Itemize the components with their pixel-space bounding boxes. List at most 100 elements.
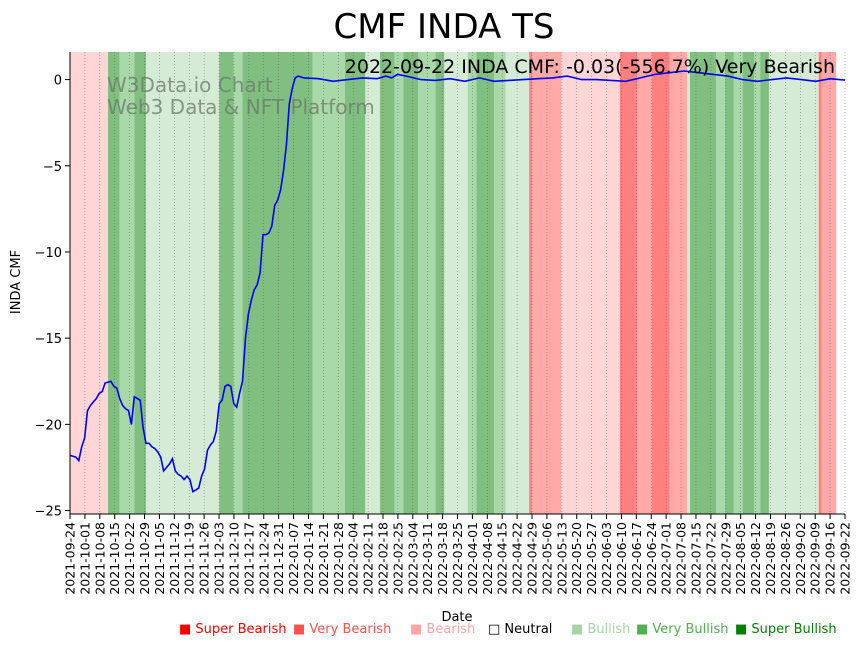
watermark-line-1: W3Data.io Chart bbox=[107, 73, 273, 97]
legend-item-4: ■ Bullish bbox=[571, 622, 630, 637]
latest-value-annotation: 2022-09-22 INDA CMF: -0.03(-556.7%) Very… bbox=[345, 56, 835, 78]
legend-item-2: ■ Bearish bbox=[410, 622, 475, 637]
legend-item-3: □ Neutral bbox=[488, 622, 552, 637]
legend-item-5: ■ Very Bullish bbox=[636, 622, 728, 637]
signal-band-4 bbox=[146, 52, 220, 514]
signal-band-18 bbox=[476, 52, 495, 514]
x-tick-label-33: 2022-05-13 bbox=[554, 522, 569, 595]
signal-band-13 bbox=[403, 52, 419, 514]
signal-band-27 bbox=[669, 52, 688, 514]
signal-band-10 bbox=[365, 52, 380, 514]
x-tick-label-3: 2021-10-15 bbox=[107, 522, 122, 595]
x-tick-label-18: 2022-01-28 bbox=[331, 522, 346, 595]
signal-band-26 bbox=[651, 52, 670, 514]
x-tick-label-10: 2021-12-03 bbox=[212, 522, 227, 595]
x-tick-label-49: 2022-09-02 bbox=[793, 522, 808, 595]
x-tick-label-23: 2022-03-04 bbox=[405, 522, 420, 595]
x-tick-label-21: 2022-02-18 bbox=[375, 522, 390, 595]
x-tick-label-6: 2021-11-05 bbox=[152, 522, 167, 595]
x-tick-label-2: 2021-10-08 bbox=[92, 522, 107, 595]
x-tick-label-19: 2022-02-04 bbox=[346, 522, 361, 595]
x-tick-label-41: 2022-07-08 bbox=[674, 522, 689, 595]
x-tick-label-36: 2022-06-03 bbox=[599, 522, 614, 595]
x-tick-label-11: 2021-12-10 bbox=[226, 522, 241, 595]
signal-band-34 bbox=[754, 52, 761, 514]
x-tick-label-27: 2022-04-01 bbox=[465, 522, 480, 595]
x-tick-label-0: 2021-09-24 bbox=[63, 522, 78, 595]
x-tick-label-35: 2022-05-27 bbox=[584, 522, 599, 595]
signal-band-32 bbox=[733, 52, 743, 514]
signal-band-6 bbox=[233, 52, 243, 514]
signal-legend: ■ Super Bearish ■ Very Bearish ■ Bearish □ … bbox=[179, 622, 837, 637]
signal-band-25 bbox=[637, 52, 652, 514]
signal-band-37 bbox=[818, 52, 822, 514]
cmf-series-line bbox=[69, 70, 846, 493]
x-tick-label-32: 2022-05-06 bbox=[539, 522, 554, 595]
signal-band-36 bbox=[768, 52, 819, 514]
signal-band-30 bbox=[716, 52, 726, 514]
x-tick-label-13: 2021-12-24 bbox=[256, 522, 271, 595]
signal-band-8 bbox=[312, 52, 345, 514]
x-tick-label-50: 2022-09-09 bbox=[808, 522, 823, 595]
x-tick-label-52: 2022-09-22 bbox=[838, 522, 853, 595]
x-tick-label-26: 2022-03-25 bbox=[450, 522, 465, 595]
x-tick-label-8: 2021-11-19 bbox=[182, 522, 197, 595]
y-tick-label-4: −20 bbox=[35, 418, 62, 433]
y-tick-label-2: −10 bbox=[35, 246, 62, 261]
x-tick-label-24: 2022-03-11 bbox=[420, 522, 435, 595]
x-tick-label-5: 2021-10-29 bbox=[137, 522, 152, 595]
x-axis-ticks: 2021-09-24 2021-10-01 2021-10-08 2021-10-15… bbox=[63, 514, 853, 595]
watermark-line-2: Web3 Data & NFT Platform bbox=[107, 95, 375, 119]
signal-band-11 bbox=[380, 52, 395, 514]
signal-band-19 bbox=[494, 52, 506, 514]
signal-band-15 bbox=[435, 52, 445, 514]
x-tick-label-4: 2021-10-22 bbox=[122, 522, 137, 595]
x-tick-label-45: 2022-08-05 bbox=[733, 522, 748, 595]
x-tick-label-51: 2022-09-16 bbox=[823, 522, 838, 595]
signal-band-35 bbox=[760, 52, 769, 514]
x-tick-label-39: 2022-06-24 bbox=[644, 522, 659, 595]
signal-band-28 bbox=[687, 52, 690, 514]
x-tick-label-31: 2022-04-29 bbox=[525, 522, 540, 595]
signal-band-3 bbox=[134, 52, 147, 514]
signal-band-0 bbox=[70, 52, 109, 514]
signal-bands bbox=[70, 52, 837, 514]
signal-band-29 bbox=[690, 52, 717, 514]
y-tick-label-1: −5 bbox=[43, 160, 62, 175]
y-tick-label-5: −25 bbox=[35, 505, 62, 520]
x-tick-label-44: 2022-07-29 bbox=[718, 522, 733, 595]
chart-title: CMF INDA TS bbox=[334, 7, 555, 47]
x-tick-label-47: 2022-08-19 bbox=[763, 522, 778, 595]
signal-band-20 bbox=[505, 52, 530, 514]
signal-band-24 bbox=[619, 52, 638, 514]
x-tick-label-12: 2021-12-17 bbox=[241, 522, 256, 595]
signal-band-21 bbox=[529, 52, 533, 514]
x-tick-label-28: 2022-04-08 bbox=[480, 522, 495, 595]
legend-item-6: ■ Super Bullish bbox=[735, 622, 837, 637]
signal-band-33 bbox=[742, 52, 755, 514]
signal-band-1 bbox=[108, 52, 120, 514]
signal-band-5 bbox=[219, 52, 234, 514]
x-tick-label-38: 2022-06-17 bbox=[629, 522, 644, 595]
watermark: W3Data.io Chart Web3 Data & NFT Platform bbox=[107, 73, 375, 119]
signal-band-14 bbox=[418, 52, 436, 514]
x-tick-label-37: 2022-06-10 bbox=[614, 522, 629, 595]
x-axis-label: Date bbox=[441, 610, 472, 625]
x-tick-label-46: 2022-08-12 bbox=[748, 522, 763, 595]
x-tick-label-25: 2022-03-18 bbox=[435, 522, 450, 595]
x-tick-label-22: 2022-02-25 bbox=[390, 522, 405, 595]
signal-band-16 bbox=[444, 52, 468, 514]
x-tick-label-20: 2022-02-11 bbox=[361, 522, 376, 595]
signal-band-9 bbox=[344, 52, 366, 514]
x-tick-label-30: 2022-04-22 bbox=[510, 522, 525, 595]
y-tick-label-0: 0 bbox=[54, 74, 62, 89]
x-tick-label-7: 2021-11-12 bbox=[167, 522, 182, 595]
y-tick-label-3: −15 bbox=[35, 332, 62, 347]
signal-band-2 bbox=[119, 52, 135, 514]
signal-band-38 bbox=[821, 52, 837, 514]
signal-band-31 bbox=[725, 52, 734, 514]
vertical-gridlines bbox=[69, 52, 846, 514]
y-axis-label: INDA CMF bbox=[9, 250, 24, 314]
signal-band-23 bbox=[561, 52, 620, 514]
